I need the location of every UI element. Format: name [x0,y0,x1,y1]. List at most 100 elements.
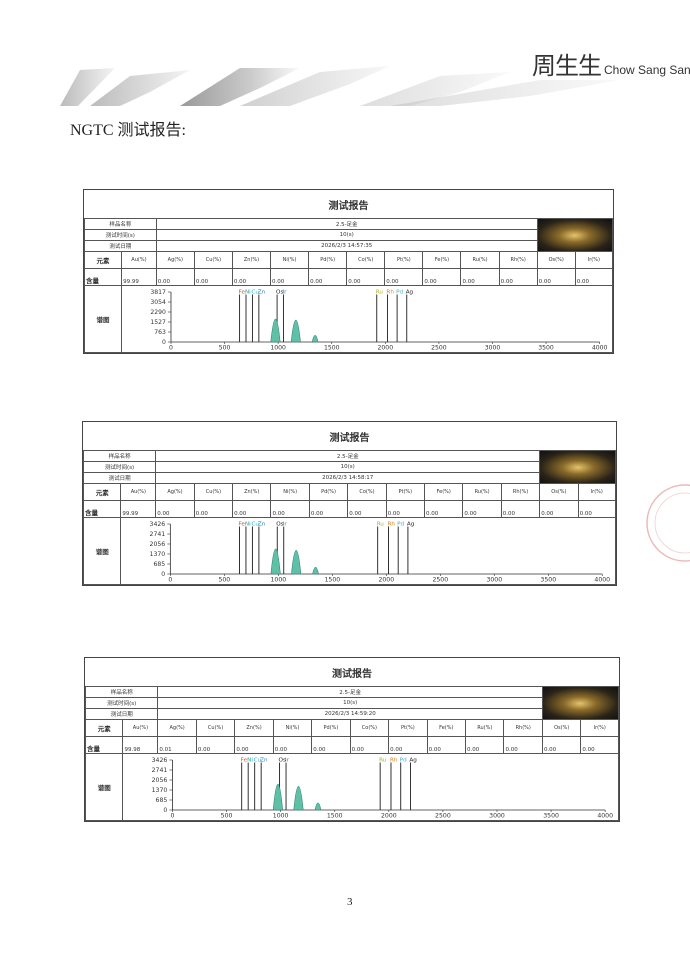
test-date-value: 2026/2/3 14:57:35 [155,240,538,252]
sample-name-label: 样品名称 [82,450,157,462]
element-value: 0.00 [155,268,195,286]
x-tick-label: 500 [219,577,231,582]
element-label: 元素 [82,483,122,501]
element-value: 0.00 [503,736,543,754]
element-marker-label: Ru [380,758,388,764]
y-tick-label: 2741 [152,767,168,774]
element-value: 0.00 [424,500,464,518]
element-header: Ag(%) [157,719,197,737]
element-marker-label: Os [276,290,283,296]
test-time-label: 测试时间(s) [82,461,157,473]
element-value: 99.98 [122,736,159,754]
element-value: 0.00 [385,500,426,518]
x-tick-label: 3000 [487,577,503,582]
element-header: Pt(%) [385,483,426,501]
element-marker-label: Ag [406,290,414,296]
y-tick-label: 3426 [152,757,168,764]
element-value: 0.00 [536,268,576,286]
x-tick-label: 1000 [270,345,286,350]
test-time-value: 10(s) [155,461,541,473]
x-tick-label: 0 [171,813,175,818]
element-header: Ag(%) [155,251,195,269]
element-marker-label: Cu [252,522,260,528]
y-tick-label: 1370 [152,787,168,794]
element-value: 99.99 [121,268,157,286]
spectrum-peak [270,319,281,343]
y-tick-label: 1527 [150,319,166,326]
y-tick-label: 2056 [150,541,166,548]
element-value: 0.00 [465,736,505,754]
sample-photo [541,686,620,720]
element-value: 0.00 [580,736,619,754]
element-value: 0.00 [500,500,541,518]
element-marker-label: Fe [241,758,248,764]
element-marker-label: Ir [285,758,290,764]
test-time-value: 10(s) [157,697,543,709]
y-tick-label: 0 [164,807,168,814]
xrf-spectrum-chart: 0 763 1527 2290 3054 3817 0 500 1000 1500 2000 2500… [150,289,608,351]
x-tick-label: 500 [221,813,233,818]
element-header: Ru(%) [465,719,505,737]
chow-sang-sang-logo: 周生生 Chow Sang Sang [532,46,690,81]
element-value: 0.00 [577,500,617,518]
y-tick-label: 2056 [152,777,168,784]
element-value: 0.00 [311,736,351,754]
element-marker-label: Ni [245,290,251,296]
element-header: Ru(%) [460,251,500,269]
x-tick-label: 4000 [592,345,608,350]
test-time-label: 测试时间(s) [84,697,159,709]
test-time-label: 测试时间(s) [84,229,157,241]
element-value: 0.00 [270,268,310,286]
element-header: Ir(%) [580,719,619,737]
element-marker-label: Ir [283,290,288,296]
element-value: 0.00 [270,500,310,518]
x-tick-label: 3500 [544,813,560,818]
test-date-label: 测试日期 [82,472,157,484]
element-header: Zn(%) [231,251,272,269]
test-report-2: 测试报告 样品名称 2.5-足金 测试时间(s) 10(s) 测试日期 2026/2/3 1… [82,421,617,586]
spectrum-cell: 0 763 1527 2290 3054 3817 0 500 1000 1500 2000 2500… [121,285,613,353]
test-time-value: 10(s) [155,229,538,241]
element-header: Ni(%) [272,719,313,737]
content-label: 含量 [82,500,122,518]
spectrum-peak [311,335,319,343]
element-marker-label: Cu [254,758,262,764]
report-title: 测试报告 [84,190,613,219]
element-marker-label: Cu [252,290,260,296]
sample-name-value: 2.5-足金 [155,218,538,230]
element-header: Pt(%) [388,719,428,737]
element-value: 0.00 [346,268,386,286]
element-value: 0.00 [498,268,538,286]
spectrum-cell: 0 685 1370 2056 2741 3426 0 500 1000 1500 2000 2500… [120,517,616,585]
red-seal-stamp [646,484,690,562]
element-header: Cu(%) [193,251,233,269]
x-tick-label: 2000 [378,345,394,350]
element-header: Ag(%) [155,483,195,501]
element-marker-label: Ag [407,522,415,528]
y-tick-label: 0 [162,571,166,578]
test-report-1: 测试报告 样品名称 2.5-足金 测试时间(s) 10(s) 测试日期 2026/2/3 1… [83,189,614,354]
element-header: Ir(%) [577,483,617,501]
x-tick-label: 1000 [271,577,287,582]
element-header: Fe(%) [424,483,464,501]
element-value: 0.00 [460,268,500,286]
y-tick-label: 1370 [150,551,166,558]
spectrum-label: 谱图 [84,753,124,821]
x-tick-label: 0 [169,345,173,350]
element-value: 0.00 [231,268,272,286]
sample-photo [539,450,616,484]
logo-chinese: 周生生 [532,52,602,80]
spectrum-peak [315,802,322,811]
element-header: Pd(%) [308,483,349,501]
element-value: 0.00 [426,736,467,754]
x-tick-label: 0 [169,577,173,582]
element-header: Rh(%) [498,251,538,269]
y-tick-label: 2741 [150,531,166,538]
y-tick-label: 2290 [150,309,166,316]
x-tick-label: 2000 [379,577,395,582]
element-value: 0.00 [155,500,195,518]
element-value: 99.99 [120,500,157,518]
element-header: Ni(%) [270,483,310,501]
element-value: 0.00 [195,736,236,754]
element-header: Os(%) [539,483,579,501]
